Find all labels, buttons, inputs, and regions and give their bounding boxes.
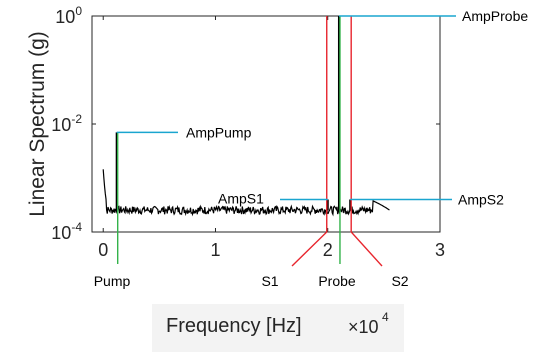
pump-bottom-label: Pump xyxy=(94,273,131,289)
x-axis-label-box: Frequency [Hz] ×10 4 xyxy=(152,304,404,352)
s2-marker-line xyxy=(350,16,383,267)
y-tick-label: 100 xyxy=(55,4,82,27)
x-axis-label: Frequency [Hz] xyxy=(166,315,302,337)
s2-bottom-label: S2 xyxy=(391,273,408,289)
x-axis-scale-factor: ×10 xyxy=(348,317,379,337)
s1-bottom-label: S1 xyxy=(261,273,278,289)
s1-marker-line xyxy=(291,16,328,267)
x-tick-label: 1 xyxy=(210,240,220,260)
spectrum-trace xyxy=(102,169,390,217)
x-axis-scale-exponent: 4 xyxy=(382,310,389,324)
amp-s1-label: AmpS1 xyxy=(218,190,264,206)
y-axis-label: Linear Spectrum (g) xyxy=(26,31,49,217)
x-tick-label: 3 xyxy=(435,240,445,260)
y-tick-label: 10-4 xyxy=(51,220,82,243)
y-tick-label: 10-2 xyxy=(51,112,82,135)
x-tick-label: 0 xyxy=(98,240,108,260)
probe-bottom-label: Probe xyxy=(318,273,356,289)
amp-probe-label: AmpProbe xyxy=(462,8,528,24)
amp-pump-label: AmpPump xyxy=(186,124,252,140)
amp-s2-label: AmpS2 xyxy=(458,191,504,207)
x-tick-label: 2 xyxy=(323,240,333,260)
